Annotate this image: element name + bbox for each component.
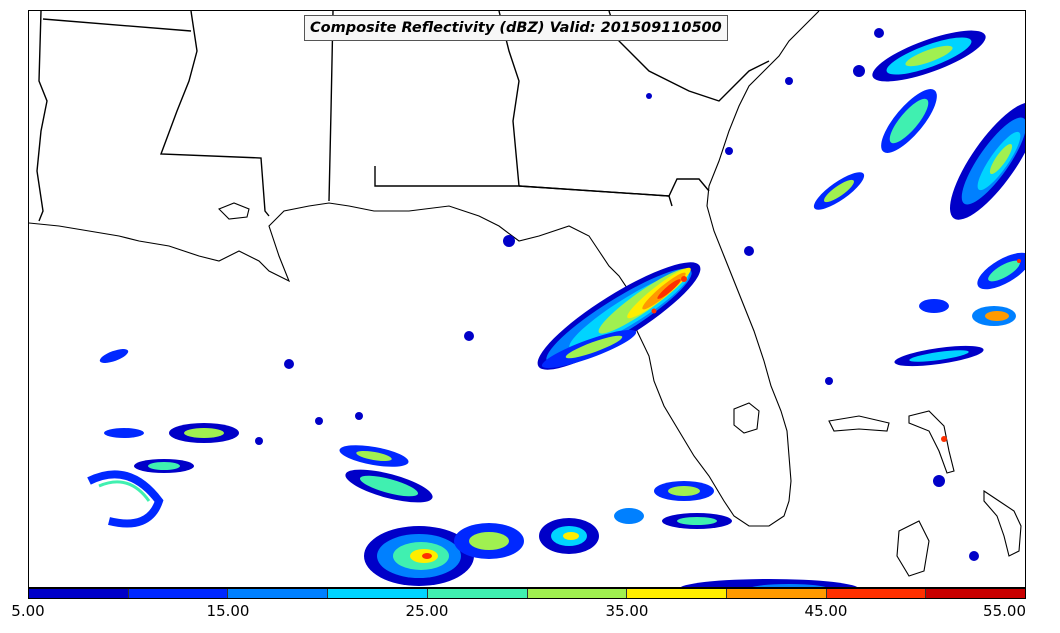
colorbar-segment-1 [128,589,229,598]
colorbar-segment-4 [427,589,528,598]
colorbar-segment-5 [527,589,628,598]
mississippi-river-border [160,11,270,217]
coastline [29,11,1022,577]
colorbar-segment-7 [726,589,827,598]
atlantic-bands [813,30,1025,367]
colorbar-segment-9 [926,589,1026,598]
small-island [896,520,930,577]
colorbar [28,588,1026,599]
mississippi-alabama-border [328,11,334,202]
colorbar-segment-2 [228,589,329,598]
colorbar-segment-0 [29,589,129,598]
georgia-south-carolina-border [608,11,770,102]
lake-okeechobee [733,402,760,434]
storm-cores [651,259,1021,442]
colorbar-tick-label: 45.00 [804,602,848,620]
florida-squall-line [537,262,701,370]
lake-pontchartrain [218,202,250,220]
gulf-coast [29,11,820,527]
colorbar-segment-8 [826,589,927,598]
state-borders [36,11,770,222]
western-gulf-swirl [87,349,239,528]
colorbar-tick-label: 25.00 [405,602,449,620]
cuba-coast [908,410,955,474]
georgia-florida-border [518,178,710,197]
scattered-echoes [255,28,979,561]
colorbar-tick-label: 35.00 [605,602,649,620]
map-canvas [29,11,1025,587]
cay-1 [828,415,890,432]
colorbar-segment-6 [627,589,727,598]
arkansas-louisiana-border [42,18,192,32]
gulf-clusters [339,445,858,587]
map-title: Composite Reflectivity (dBZ) Valid: 2015… [304,15,728,41]
radar-echoes [87,28,1025,587]
louisiana-mississippi-border [36,11,48,222]
colorbar-segment-3 [328,589,428,598]
colorbar-tick-label: 15.00 [206,602,250,620]
bahamas-islands [983,489,1022,557]
colorbar-tick-label: 5.00 [11,602,45,620]
colorbar-tick-label: 55.00 [983,602,1026,620]
radar-map [28,10,1026,588]
